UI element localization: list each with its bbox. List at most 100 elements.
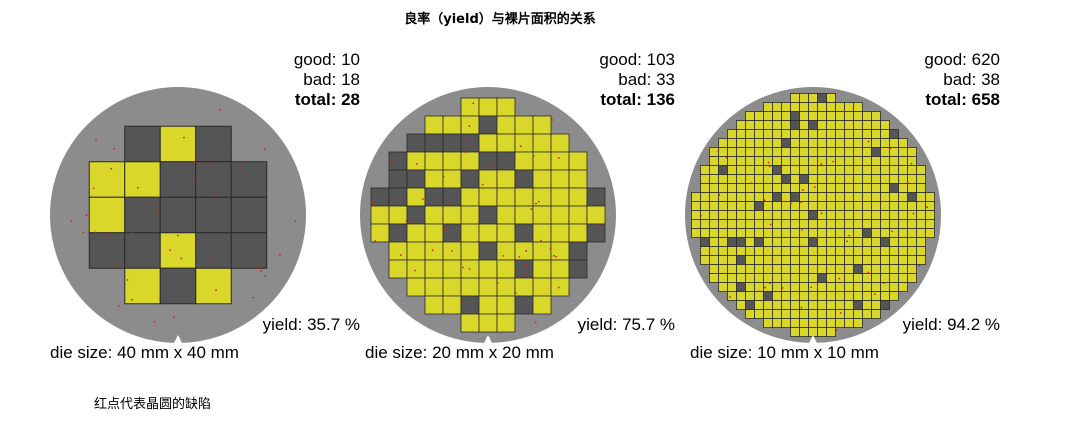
good-die: [835, 264, 845, 274]
good-die: [496, 223, 516, 243]
good-die: [835, 300, 845, 310]
good-die: [907, 255, 917, 265]
defect-dot: [518, 255, 521, 258]
good-die: [871, 183, 881, 193]
bad-die: [736, 282, 746, 292]
good-die: [835, 192, 845, 202]
good-die: [862, 210, 872, 220]
defect-dot: [537, 200, 540, 203]
good-die: [862, 237, 872, 247]
good-die: [844, 237, 854, 247]
defect-dot: [136, 186, 139, 189]
good-die: [844, 120, 854, 130]
good-die: [754, 129, 764, 139]
good-die: [754, 174, 764, 184]
good-die: [844, 147, 854, 157]
defect-dot: [421, 198, 424, 201]
good-die: [871, 210, 881, 220]
good-die: [880, 201, 890, 211]
good-die: [772, 273, 782, 283]
good-die: [808, 147, 818, 157]
good-die: [781, 201, 791, 211]
good-die: [835, 165, 845, 175]
good-die: [754, 156, 764, 166]
good-die: [862, 255, 872, 265]
good-die: [862, 219, 872, 229]
good-die: [718, 246, 728, 256]
good-die: [709, 246, 719, 256]
good-die: [880, 246, 890, 256]
good-die: [772, 120, 782, 130]
good-die: [826, 183, 836, 193]
good-die: [898, 282, 908, 292]
good-die: [925, 219, 935, 229]
good-die: [862, 282, 872, 292]
good-die: [691, 192, 701, 202]
good-die: [745, 219, 755, 229]
defect-dot: [526, 273, 528, 276]
die-size-label: die size: 20 mm x 20 mm: [365, 343, 554, 362]
defect-dot: [263, 148, 266, 151]
bad-die: [790, 120, 800, 130]
good-die: [745, 120, 755, 130]
good-die: [871, 309, 881, 319]
diagram-title: 良率（yield）与裸片面积的关系: [404, 12, 596, 27]
defect-dot: [781, 287, 784, 289]
good-die: [826, 111, 836, 121]
good-die: [844, 255, 854, 265]
good-die: [862, 174, 872, 184]
defect-dot: [374, 240, 377, 242]
good-die: [826, 273, 836, 283]
good-die: [781, 246, 791, 256]
good-die: [880, 210, 890, 220]
good-die: [772, 210, 782, 220]
good-die: [826, 120, 836, 130]
good-die: [862, 246, 872, 256]
good-die: [550, 151, 570, 171]
good-die: [763, 201, 773, 211]
bad-die: [195, 196, 232, 234]
bad-die: [799, 174, 809, 184]
good-die: [799, 264, 809, 274]
defect-dot: [768, 165, 771, 168]
defect-note: 红点代表晶圆的缺陷: [94, 397, 212, 412]
good-die: [763, 210, 773, 220]
good-die: [460, 187, 480, 207]
good-die: [853, 183, 863, 193]
good-die: [853, 273, 863, 283]
good-die: [763, 264, 773, 274]
good-die: [754, 147, 764, 157]
defect-dot: [212, 258, 215, 261]
good-die: [442, 205, 462, 225]
good-die: [871, 246, 881, 256]
bad-die: [406, 169, 426, 189]
good-die: [388, 259, 408, 279]
good-die: [862, 309, 872, 319]
good-die: [727, 219, 737, 229]
wafer-map-20mm: [360, 87, 616, 343]
good-die: [406, 187, 426, 207]
bad-die: [817, 93, 827, 103]
good-die: [844, 192, 854, 202]
good-die: [889, 255, 899, 265]
bad-die: [478, 115, 498, 135]
good-die: [727, 156, 737, 166]
good-die: [880, 282, 890, 292]
defect-dot: [215, 195, 217, 198]
good-die: [826, 219, 836, 229]
bad-die: [568, 259, 588, 279]
good-die: [736, 246, 746, 256]
good-die: [727, 165, 737, 175]
good-die: [550, 277, 570, 297]
good-die: [754, 291, 764, 301]
good-die: [790, 228, 800, 238]
good-die: [817, 282, 827, 292]
good-die: [772, 291, 782, 301]
good-die: [844, 210, 854, 220]
good-die: [709, 264, 719, 274]
good-die: [889, 174, 899, 184]
good-die: [568, 205, 588, 225]
good-die: [844, 291, 854, 301]
defect-dot: [838, 277, 841, 280]
good-die: [817, 291, 827, 301]
